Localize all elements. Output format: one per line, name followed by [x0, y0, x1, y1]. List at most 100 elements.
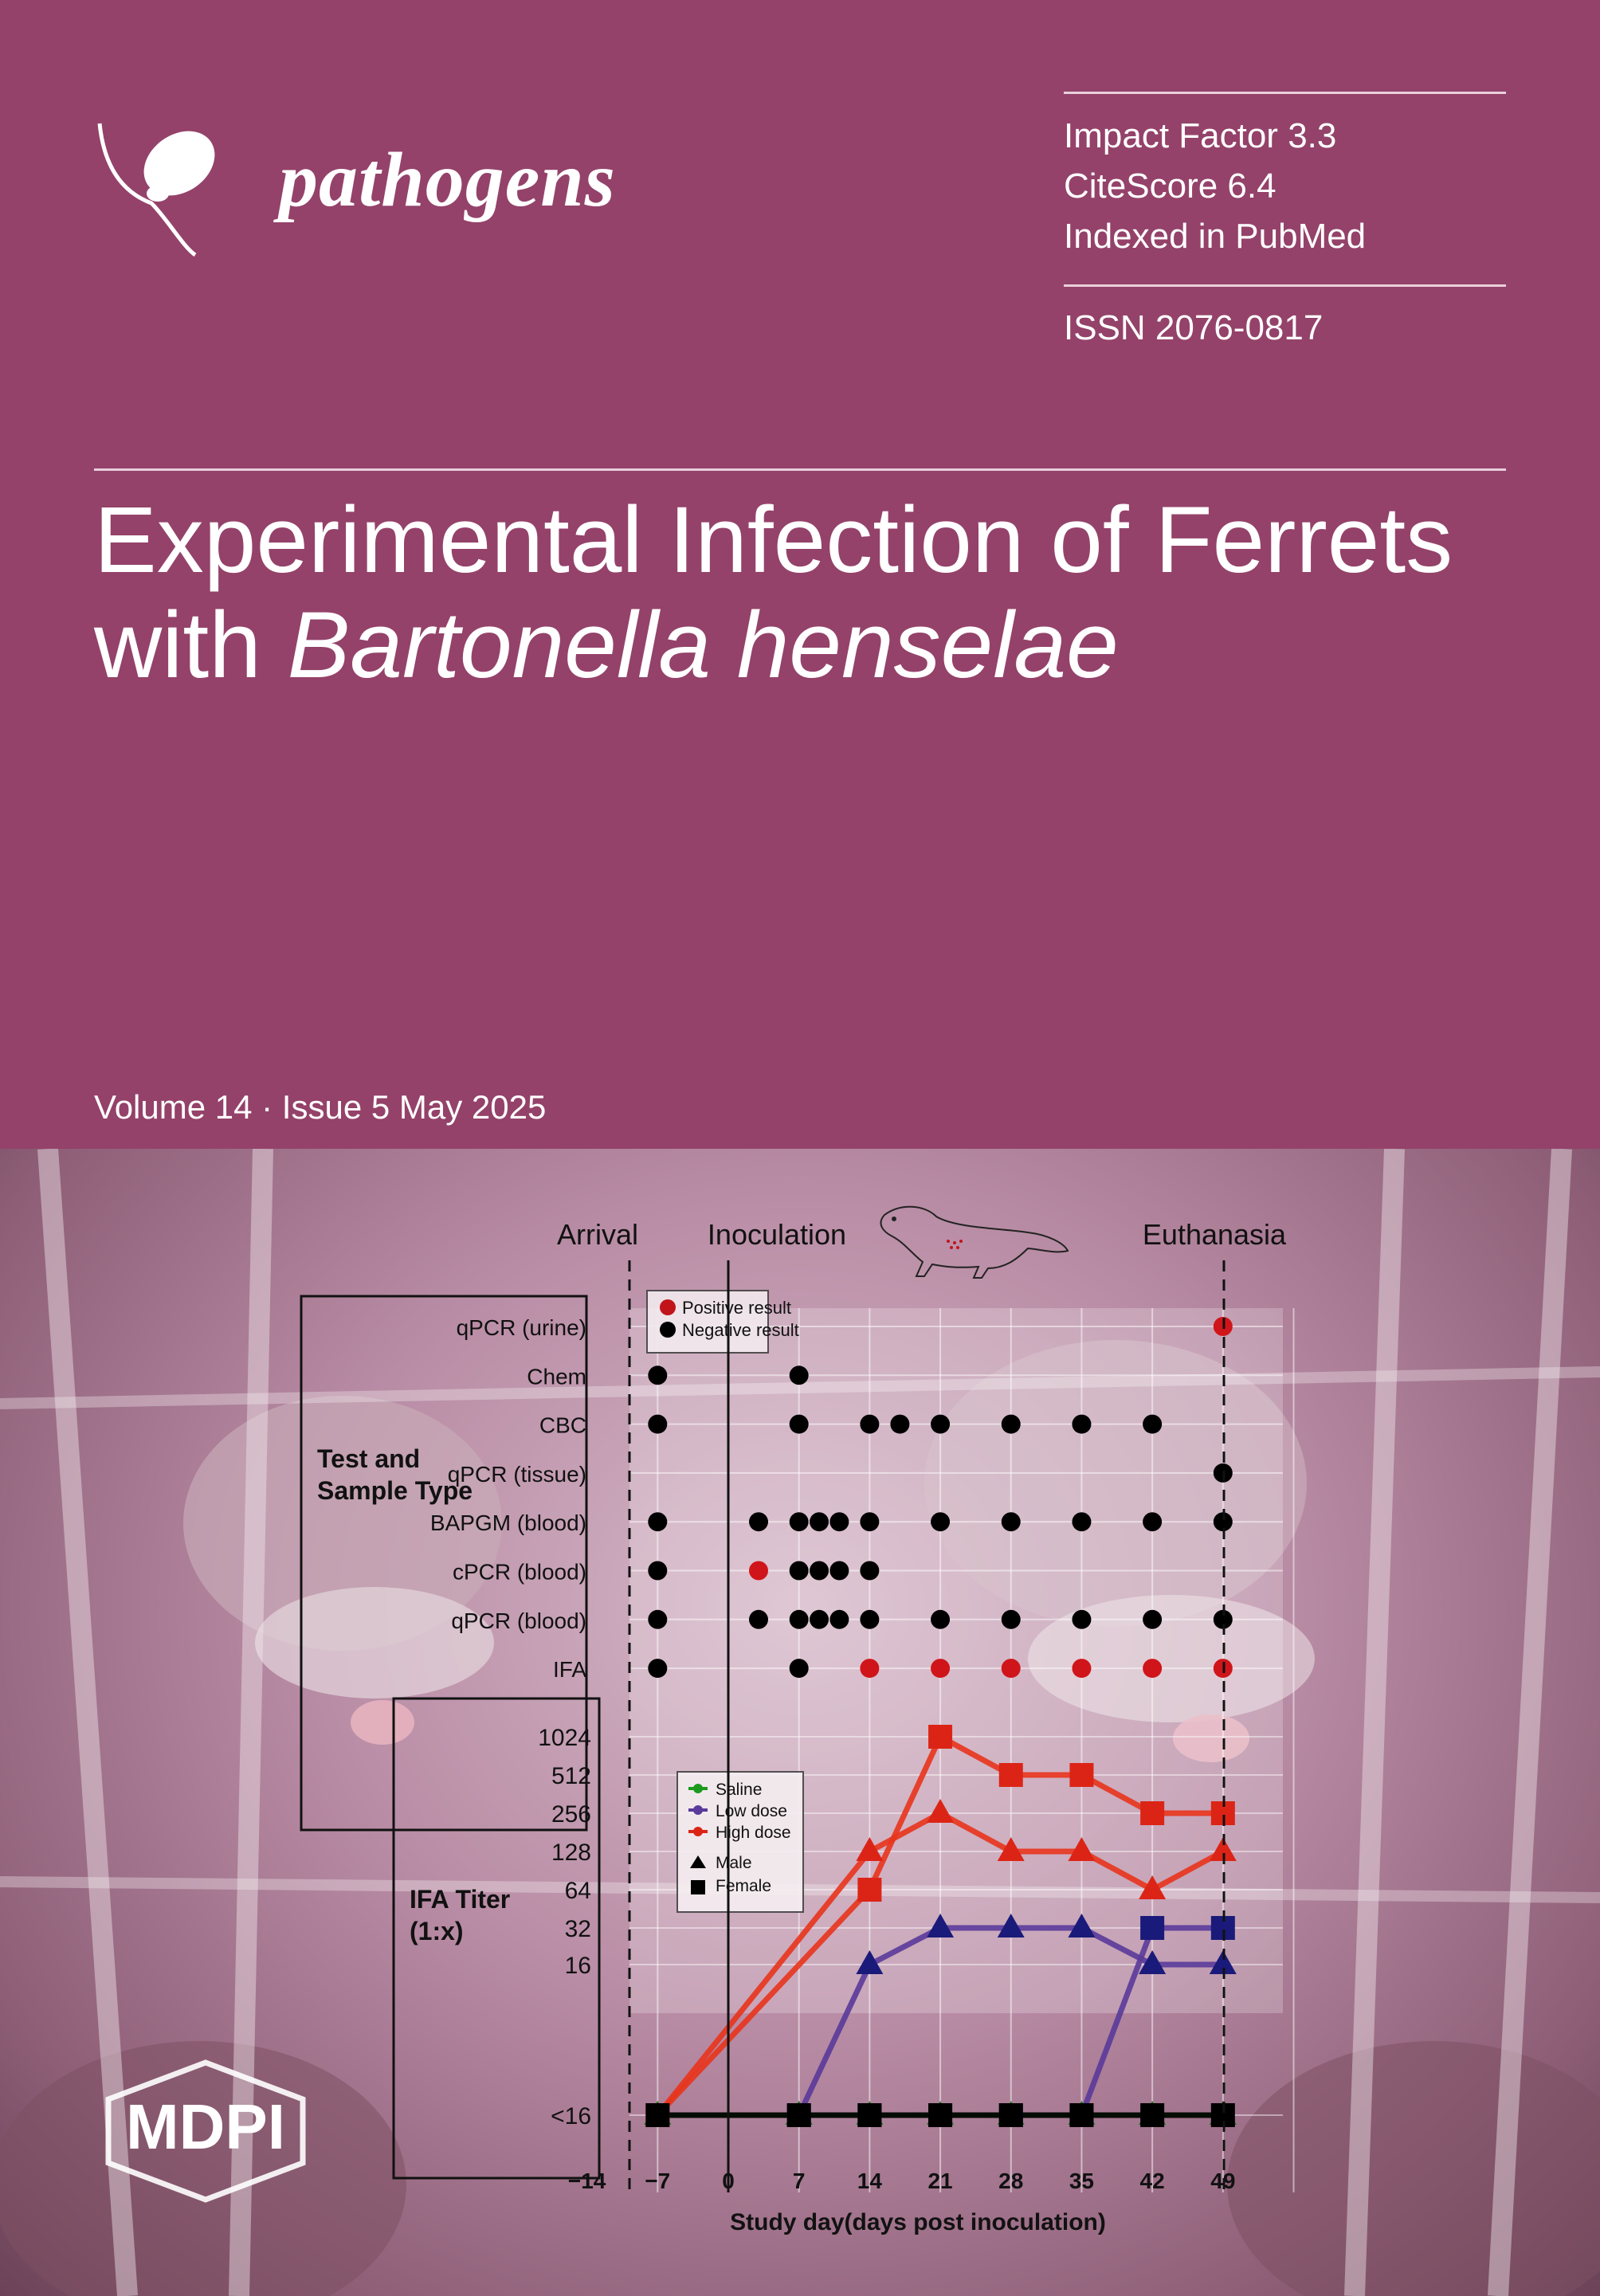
titer-marker-male	[997, 1837, 1025, 1861]
ifa-titer-box	[392, 1697, 601, 2180]
day-tick-label: 42	[1140, 2169, 1165, 2193]
negative-result-dot	[648, 1609, 668, 1629]
positive-result-dot	[931, 1659, 951, 1679]
title-line-1: Experimental Infection of Ferrets	[94, 488, 1453, 593]
titer-tick-label: 32	[565, 1916, 591, 1942]
test-row-label: IFA	[553, 1657, 586, 1682]
ferret-sketch-icon	[880, 1205, 1069, 1279]
negative-result-dot	[890, 1414, 910, 1434]
positive-result-dot	[1001, 1659, 1021, 1679]
divider-middle	[1064, 284, 1506, 287]
day-tick-label: −7	[645, 2169, 670, 2193]
negative-result-dot	[810, 1561, 829, 1581]
test-row-label: CBC	[539, 1413, 586, 1438]
negative-result-dot	[789, 1561, 809, 1581]
titer-marker-male	[1209, 1837, 1237, 1861]
day-tick-label: 7	[793, 2169, 806, 2193]
negative-result-dot	[1072, 1512, 1092, 1532]
event-inoculation: Inoculation	[708, 1218, 846, 1251]
positive-result-dot	[1072, 1659, 1092, 1679]
negative-result-dot	[829, 1609, 849, 1629]
negative-result-dot	[860, 1512, 880, 1532]
negative-result-dot	[789, 1414, 809, 1434]
titer-marker-male	[997, 1914, 1025, 1937]
titer-marker-female	[998, 2103, 1023, 2127]
article-title: Experimental Infection of Ferrets with B…	[94, 488, 1568, 698]
negative-result-dot	[829, 1512, 849, 1532]
negative-result-dot	[1143, 1414, 1163, 1434]
negative-result-dot	[829, 1561, 849, 1581]
negative-result-dot	[789, 1659, 809, 1679]
legend-low-dose: Low dose	[716, 1802, 787, 1820]
positive-legend-marker	[660, 1299, 676, 1315]
legend-saline: Saline	[716, 1781, 762, 1799]
indexed-in: Indexed in PubMed	[1064, 217, 1367, 256]
titer-tick-label: 512	[551, 1763, 591, 1789]
test-row-label: cPCR (blood)	[453, 1560, 586, 1585]
event-arrival: Arrival	[557, 1218, 638, 1251]
legend-positive: Positive result	[682, 1298, 791, 1318]
titer-tick-label: 64	[565, 1878, 591, 1904]
negative-result-dot	[810, 1609, 829, 1629]
negative-result-dot	[648, 1659, 668, 1679]
titer-tick-labels: 1024 512 256 128 64 32 16 <16	[538, 1725, 591, 2129]
saline-legend-marker	[693, 1784, 703, 1793]
test-type-box	[300, 1295, 588, 1832]
titer-marker-female	[857, 2103, 882, 2127]
publisher-name: MDPI	[126, 2091, 285, 2162]
low-dose-legend-marker	[693, 1805, 703, 1815]
day-tick-label: 28	[998, 2169, 1023, 2193]
negative-result-dot	[648, 1365, 668, 1385]
titer-marker-female	[786, 2103, 811, 2127]
day-tick-label: 21	[927, 2169, 952, 2193]
test-type-label: Test and Sample Type	[317, 1444, 473, 1505]
negative-result-dot	[1072, 1609, 1092, 1629]
titer-marker-female	[645, 2103, 670, 2127]
titer-tick-label: 256	[551, 1801, 591, 1828]
negative-result-dot	[931, 1609, 951, 1629]
cover-header: pathogens Impact Factor 3.3 CiteScore 6.…	[94, 92, 1568, 1126]
titer-legend: Saline Low dose High dose Male Female	[676, 1771, 804, 1913]
titer-tick-label: <16	[551, 2103, 591, 2129]
titer-marker-male	[927, 1914, 955, 1937]
negative-result-dot	[931, 1512, 951, 1532]
negative-result-dot	[860, 1609, 880, 1629]
x-axis-label: Study day(days post inoculation)	[730, 2209, 1106, 2235]
test-row-label: qPCR (urine)	[457, 1315, 586, 1340]
negative-result-dot	[1001, 1512, 1021, 1532]
event-euthanasia: Euthanasia	[1143, 1218, 1287, 1251]
titer-tick-label: 1024	[538, 1725, 591, 1751]
legend-female: Female	[716, 1877, 771, 1895]
titer-tick-label: 128	[551, 1840, 591, 1866]
divider-top	[1064, 92, 1506, 94]
citescore: CiteScore 6.4	[1064, 167, 1276, 206]
negative-result-dot	[860, 1561, 880, 1581]
negative-result-dot	[1143, 1512, 1163, 1532]
negative-result-dot	[810, 1512, 829, 1532]
titer-marker-female	[1069, 1763, 1094, 1787]
divider-title	[94, 468, 1506, 471]
pathogens-logo-icon	[97, 123, 215, 257]
test-row-label: qPCR (tissue)	[448, 1462, 586, 1487]
female-legend-marker	[691, 1880, 705, 1894]
titer-marker-female	[1069, 2103, 1094, 2127]
volume-issue: Volume 14 · Issue 5 May 2025	[94, 1088, 547, 1126]
negative-result-dot	[1001, 1609, 1021, 1629]
ferret-spots	[947, 1240, 963, 1249]
negative-result-dot	[749, 1512, 769, 1532]
titer-marker-female	[1140, 1916, 1165, 1940]
study-figure: Arrival Inoculation Euthanasia Test and …	[300, 1205, 1295, 2235]
positive-result-dot	[749, 1561, 769, 1581]
mdpi-logo: MDPI	[105, 2059, 306, 2203]
negative-result-dot	[749, 1609, 769, 1629]
day-tick-label: 14	[857, 2169, 883, 2193]
negative-result-dot	[648, 1512, 668, 1532]
test-row-labels: qPCR (urine) Chem CBC qPCR (tissue) BAPGM (b…	[430, 1315, 586, 1682]
negative-result-dot	[860, 1414, 880, 1434]
male-legend-marker	[690, 1855, 706, 1868]
legend-high-dose: High dose	[716, 1824, 791, 1842]
titer-marker-male	[856, 1950, 884, 1974]
day-tick-label: 35	[1069, 2169, 1094, 2193]
day-tick-labels: −14−707142128354249	[568, 2169, 1236, 2193]
